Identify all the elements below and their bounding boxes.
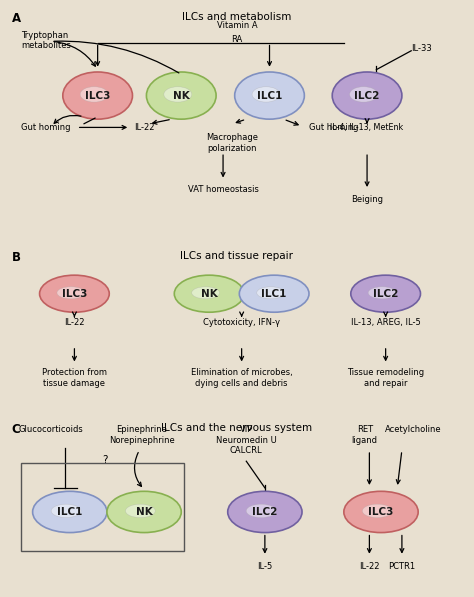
Text: IL-33: IL-33 bbox=[411, 44, 432, 53]
Ellipse shape bbox=[368, 287, 396, 298]
Text: RA: RA bbox=[231, 35, 243, 44]
Text: Protection from
tissue damage: Protection from tissue damage bbox=[42, 368, 107, 387]
Text: IL-22: IL-22 bbox=[359, 562, 380, 571]
Ellipse shape bbox=[252, 87, 280, 102]
Text: PCTR1: PCTR1 bbox=[388, 562, 416, 571]
Ellipse shape bbox=[246, 504, 276, 518]
Text: Elimination of microbes,
dying cells and debris: Elimination of microbes, dying cells and… bbox=[191, 368, 292, 387]
Text: Tissue remodeling
and repair: Tissue remodeling and repair bbox=[347, 368, 424, 387]
Text: ILCs and tissue repair: ILCs and tissue repair bbox=[181, 251, 293, 261]
Ellipse shape bbox=[126, 504, 155, 518]
Text: Cytotoxicity, IFN-γ: Cytotoxicity, IFN-γ bbox=[203, 318, 280, 327]
Ellipse shape bbox=[235, 72, 304, 119]
Text: IL-4, IL-13, MetEnk: IL-4, IL-13, MetEnk bbox=[330, 123, 404, 132]
Text: IL-22: IL-22 bbox=[64, 318, 85, 327]
Text: Macrophage
polarization: Macrophage polarization bbox=[206, 133, 258, 153]
Text: ILC2: ILC2 bbox=[373, 289, 398, 298]
Text: Gut homing: Gut homing bbox=[309, 123, 358, 132]
Text: NK: NK bbox=[201, 289, 218, 298]
Ellipse shape bbox=[51, 504, 81, 518]
Text: Gut homing: Gut homing bbox=[21, 123, 71, 132]
Text: B: B bbox=[12, 251, 21, 264]
Ellipse shape bbox=[363, 504, 392, 518]
Ellipse shape bbox=[107, 491, 181, 533]
Text: RET
ligand: RET ligand bbox=[352, 425, 378, 445]
Text: IL-13, AREG, IL-5: IL-13, AREG, IL-5 bbox=[351, 318, 420, 327]
Ellipse shape bbox=[332, 72, 402, 119]
Text: VAT homeostasis: VAT homeostasis bbox=[188, 186, 258, 195]
Ellipse shape bbox=[351, 275, 420, 312]
Text: NK: NK bbox=[173, 91, 190, 100]
Ellipse shape bbox=[33, 491, 107, 533]
Ellipse shape bbox=[344, 491, 418, 533]
Ellipse shape bbox=[228, 491, 302, 533]
Text: ILC3: ILC3 bbox=[368, 507, 394, 517]
Text: IL-5: IL-5 bbox=[257, 562, 273, 571]
Text: ILCs and metabolism: ILCs and metabolism bbox=[182, 12, 292, 22]
Text: Beiging: Beiging bbox=[351, 195, 383, 204]
Text: ILC1: ILC1 bbox=[257, 91, 282, 100]
Text: C: C bbox=[12, 423, 20, 436]
Ellipse shape bbox=[174, 275, 244, 312]
Ellipse shape bbox=[80, 87, 108, 102]
Ellipse shape bbox=[239, 275, 309, 312]
Text: ILC3: ILC3 bbox=[62, 289, 87, 298]
Text: Vitamin A: Vitamin A bbox=[217, 21, 257, 30]
Text: ILC2: ILC2 bbox=[252, 507, 278, 517]
Text: Epinephrine
Norepinephrine: Epinephrine Norepinephrine bbox=[109, 425, 174, 445]
Ellipse shape bbox=[146, 72, 216, 119]
Text: ILCs and the nervous system: ILCs and the nervous system bbox=[162, 423, 312, 433]
Text: ILC1: ILC1 bbox=[262, 289, 287, 298]
Text: VIP
Neuromedin U
CALCRL: VIP Neuromedin U CALCRL bbox=[216, 425, 277, 455]
Text: ILC2: ILC2 bbox=[355, 91, 380, 100]
Text: A: A bbox=[12, 12, 21, 25]
Text: Acetylcholine: Acetylcholine bbox=[385, 425, 442, 434]
Text: NK: NK bbox=[136, 507, 153, 517]
Ellipse shape bbox=[39, 275, 109, 312]
Text: Glucocorticoids: Glucocorticoids bbox=[19, 425, 83, 434]
Ellipse shape bbox=[350, 87, 377, 102]
Ellipse shape bbox=[57, 287, 85, 298]
Text: ILC3: ILC3 bbox=[85, 91, 110, 100]
Text: Tryptophan
metabolites: Tryptophan metabolites bbox=[21, 30, 71, 50]
Ellipse shape bbox=[191, 287, 219, 298]
Ellipse shape bbox=[63, 72, 132, 119]
Ellipse shape bbox=[257, 287, 284, 298]
Text: ?: ? bbox=[102, 456, 108, 465]
Text: IL-22: IL-22 bbox=[134, 123, 155, 132]
Text: ILC1: ILC1 bbox=[57, 507, 82, 517]
Ellipse shape bbox=[164, 87, 191, 102]
